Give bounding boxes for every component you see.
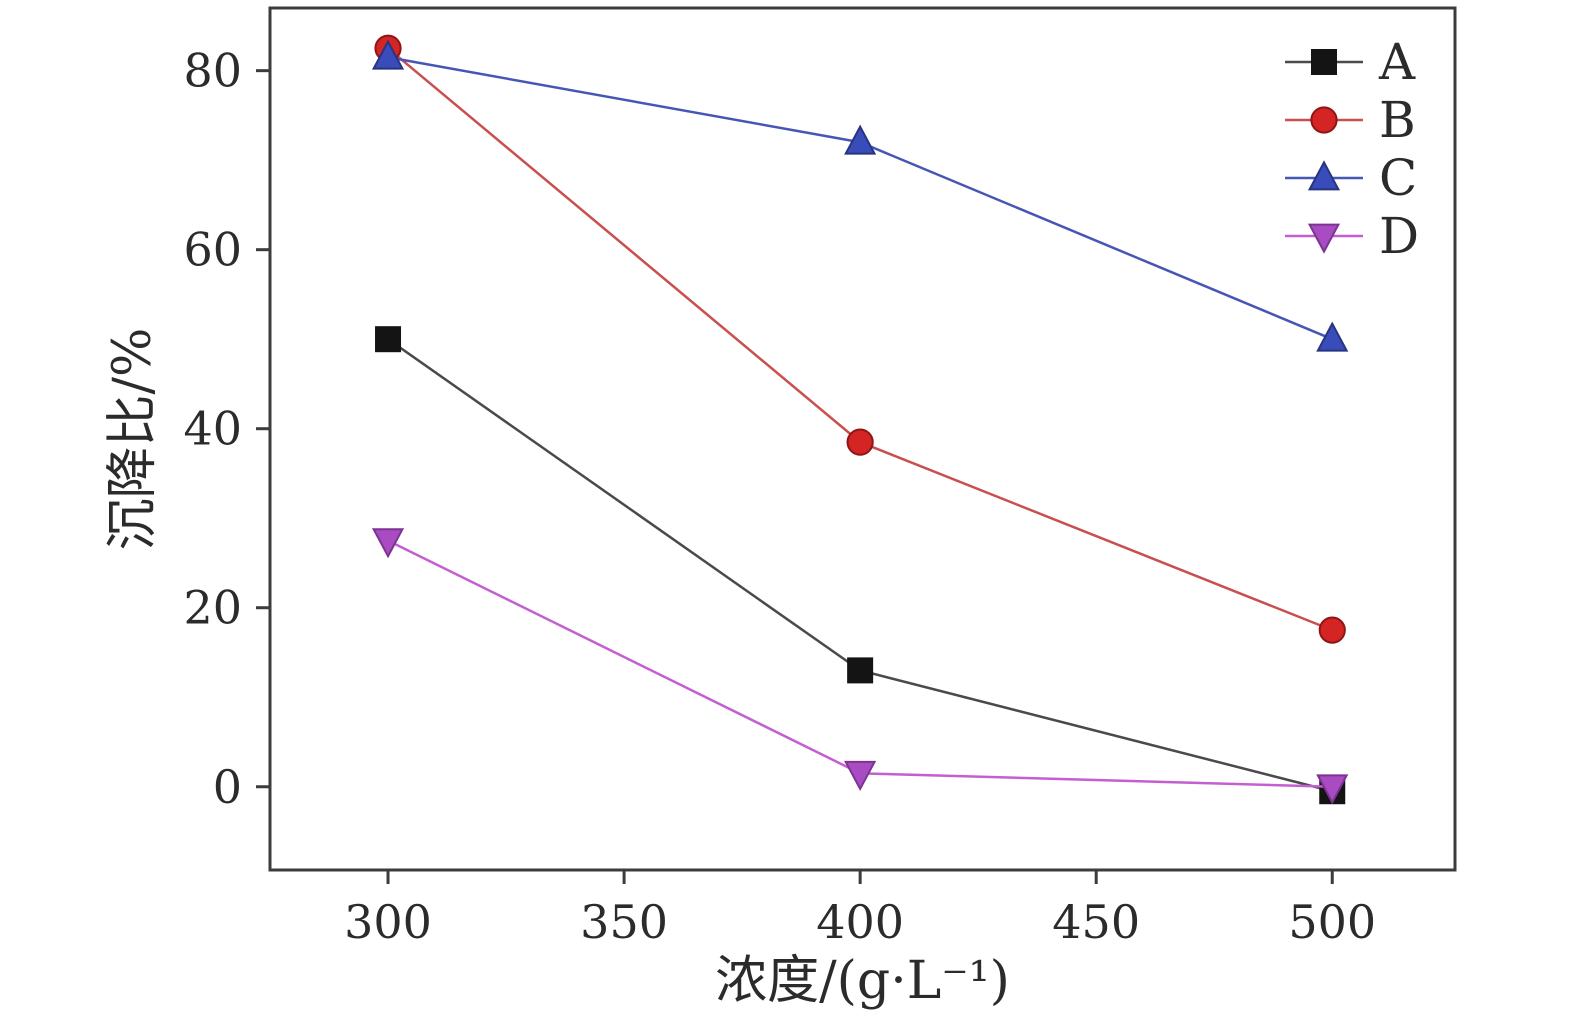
y-tick-label: 0	[213, 760, 242, 814]
x-tick-label: 450	[1052, 895, 1140, 949]
legend-label-A: A	[1378, 33, 1416, 91]
legend-marker-A	[1311, 49, 1337, 75]
y-tick-label: 40	[183, 402, 242, 456]
series-A-point	[375, 326, 402, 353]
series-C-point	[1316, 321, 1349, 352]
x-tick-label: 300	[344, 895, 432, 949]
series-D-point	[844, 760, 877, 792]
series-line-C	[387, 56, 1333, 341]
series-C-point	[371, 39, 405, 70]
x-tick-label: 400	[816, 895, 904, 949]
legend-label-D: D	[1379, 207, 1419, 265]
series-B-point	[1318, 616, 1346, 644]
y-tick-label: 20	[183, 581, 242, 635]
series-C-point	[844, 124, 877, 155]
legend-label-C: C	[1379, 149, 1417, 207]
series-line-A	[387, 338, 1333, 793]
x-tick-label: 350	[580, 895, 668, 949]
y-axis-title: 沉降比/%	[103, 328, 163, 551]
series-A-point	[847, 657, 874, 684]
y-tick-label: 60	[183, 223, 242, 277]
x-tick-label: 500	[1288, 895, 1376, 949]
y-tick-label: 80	[183, 44, 242, 98]
axis-border	[268, 6, 1457, 872]
series-D-point	[1316, 774, 1349, 805]
legend-label-B: B	[1379, 91, 1416, 149]
legend-marker-C	[1307, 160, 1341, 191]
series-D-point	[371, 528, 405, 559]
legend-marker-D	[1307, 223, 1341, 254]
series-B-point	[846, 428, 874, 456]
legend-marker-B	[1310, 106, 1338, 134]
x-axis-title: 浓度/(g·L⁻¹)	[715, 951, 1010, 1011]
